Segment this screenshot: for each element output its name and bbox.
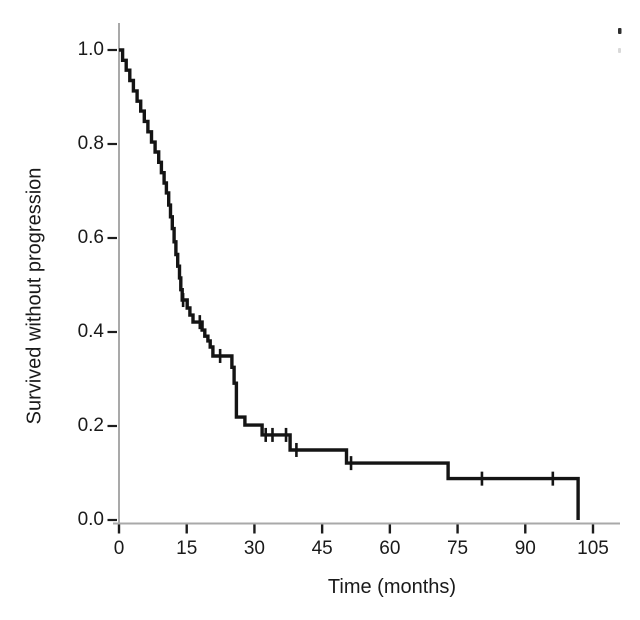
axis-tick-marks	[107, 48, 595, 534]
x-tick-label: 60	[379, 538, 401, 559]
x-axis-title: Time (months)	[327, 576, 457, 598]
x-tick-label: 90	[514, 538, 536, 559]
x-tick-label: 30	[243, 538, 265, 559]
x-tick-label: 75	[446, 538, 469, 559]
censor-tick-marks	[181, 293, 555, 486]
y-tick-label: 0.4	[77, 321, 104, 342]
y-axis-title: Survived without progression	[23, 167, 46, 425]
x-tick-label: 105	[577, 538, 609, 559]
y-tick-label: 0.6	[77, 227, 104, 248]
x-tick-label: 45	[311, 538, 333, 559]
axis-lines	[113, 23, 620, 525]
y-tick-label: 0.0	[77, 509, 104, 530]
y-tick-label: 0.8	[77, 133, 104, 154]
y-tick-label: 1.0	[77, 39, 104, 60]
y-tick-label: 0.2	[77, 415, 104, 436]
page-edge-artifact	[618, 28, 622, 53]
x-tick-label: 0	[113, 538, 125, 559]
km-step-curve	[119, 48, 580, 520]
x-tick-label: 15	[176, 538, 198, 559]
